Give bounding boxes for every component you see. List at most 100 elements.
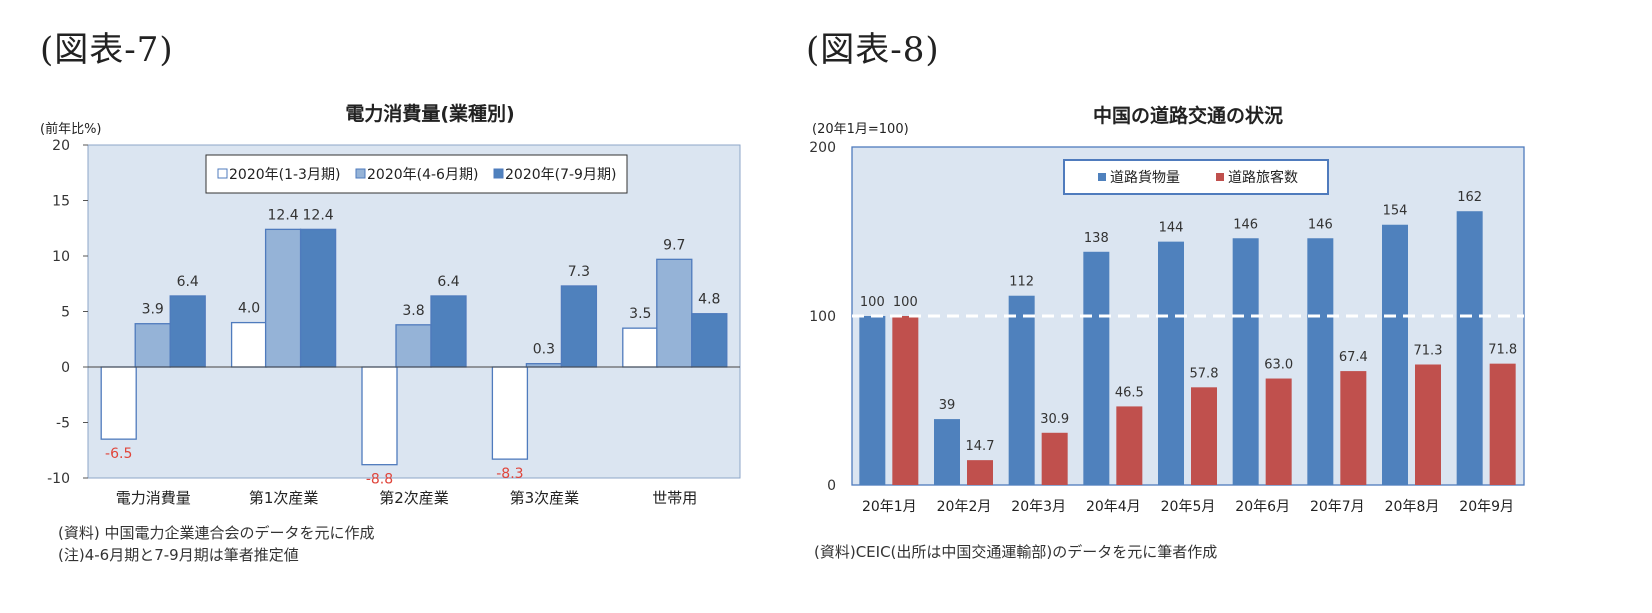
chart1-data-label: 4.0 [238,301,260,317]
chart2-bar [1008,295,1035,485]
chart1-legend [205,154,628,194]
chart2-bar [934,419,960,485]
chart1-x-tick-label: 第1次産業 [249,489,319,507]
chart1-data-label: 7.3 [568,264,590,280]
chart2-unit-label: (20年1月=100) [812,122,909,137]
chart1-data-label: -6.5 [105,446,132,462]
chart2-x-tick-label: 20年7月 [1310,499,1365,515]
chart1-y-tick-label: 15 [52,194,70,210]
chart2-bar [892,316,919,485]
chart1-legend-swatch [217,168,228,179]
chart2-bar [1456,211,1483,485]
chart1-data-label: 12.4 [303,207,334,223]
chart2-title: 中国の道路交通の状況 [1093,104,1283,127]
chart1-data-label: -8.3 [496,466,523,482]
chart2-x-tick-label: 20年1月 [862,499,917,515]
chart1-bar [395,324,432,368]
chart1-bar [560,285,598,368]
chart2-legend-label: 道路旅客数 [1228,169,1298,186]
chart2-bar [1232,238,1259,485]
chart2-data-label: 144 [1159,221,1184,236]
chart1-legend-swatch [493,168,504,179]
chart2-y-tick-label: 200 [809,140,836,156]
chart1-legend-swatch [355,168,366,179]
chart1-x-tick-label: 第3次産業 [510,489,580,507]
chart1-legend-label: 2020年(4-6月期) [367,167,478,183]
chart2-x-tick-label: 20年9月 [1459,499,1514,515]
chart2-data-label: 146 [1308,217,1333,232]
chart2-data-label: 46.5 [1115,385,1144,400]
chart2-bar [859,316,886,485]
chart2-bar [1265,378,1292,485]
chart1-bar [622,327,659,368]
chart2-bar [1191,387,1217,485]
chart2-legend-swatch [1098,173,1106,181]
chart2-data-label: 162 [1457,190,1482,205]
chart1-y-tick-label: -10 [47,471,70,487]
chart2-legend-label: 道路貨物量 [1110,169,1180,186]
chart1-y-tick-label: 10 [52,249,70,265]
chart1-data-label: 3.9 [142,302,164,318]
chart1-note-line: (注)4-6月期と7-9月期は筆者推定値 [58,546,299,564]
chart1-bar [361,366,398,466]
chart1-x-tick-label: 電力消費量 [116,489,191,507]
chart2-data-label: 146 [1233,217,1258,232]
chart2-bar [1041,432,1068,485]
chart2-bar [967,460,993,485]
chart2-data-label: 71.8 [1488,343,1517,358]
chart2-legend [1063,159,1329,195]
chart2-bar [1415,364,1441,485]
chart2-data-label: 14.7 [966,439,995,454]
chart2-bar [1340,371,1367,485]
chart1-legend-label: 2020年(7-9月期) [505,167,616,183]
chart2-data-label: 57.8 [1190,366,1219,381]
chart1-data-label: -8.8 [366,472,393,488]
chart2-data-label: 112 [1009,275,1034,290]
chart1-data-label: 6.4 [437,274,459,290]
chart1-source: (資料) 中国電力企業連合会のデータを元に作成 (注)4-6月期と7-9月期は筆… [58,522,374,566]
chart1-title: 電力消費量(業種別) [345,102,514,125]
chart1-bar [656,258,693,368]
chart1-bar [299,228,337,368]
chart1-data-label: 9.7 [663,237,685,253]
chart2-bar [1307,238,1334,485]
chart1-unit-label: (前年比%) [40,121,102,137]
chart1-y-tick-label: 0 [61,360,70,376]
chart1-x-tick-label: 世帯用 [652,489,697,507]
chart2-bar [1382,224,1408,486]
chart2-bar [1158,241,1184,485]
chart2-data-label: 67.4 [1339,350,1368,365]
chart2-data-label: 154 [1383,204,1408,219]
chart2-data-label: 39 [939,398,956,413]
chart2-source: (資料)CEIC(出所は中国交通運輸部)のデータを元に筆者作成 [814,541,1217,563]
chart1-bar [100,366,137,440]
chart2-x-tick-label: 20年3月 [1011,499,1066,515]
chart1-data-label: 12.4 [268,207,299,223]
chart2-x-tick-label: 20年2月 [937,499,992,515]
chart1-x-tick-label: 第2次産業 [379,489,449,507]
chart2-legend-swatch [1216,173,1224,181]
chart1-data-label: 0.3 [533,342,555,358]
chart2-bar [1489,363,1516,485]
chart1-y-tick-label: 5 [61,305,70,321]
chart1-y-tick-label: -5 [56,416,70,432]
chart2-data-label: 63.0 [1264,358,1293,373]
chart1-bar [430,295,467,368]
chart1-data-label: 3.8 [402,303,424,319]
chart2-x-tick-label: 20年4月 [1086,499,1141,515]
chart2-x-tick-label: 20年6月 [1235,499,1290,515]
chart1-bar [230,321,268,368]
chart1-bar [264,228,302,368]
chart2-data-label: 138 [1084,231,1109,246]
chart1-y-tick-label: 20 [52,138,70,154]
chart1-bar [134,323,171,368]
chart1-bar [491,366,529,460]
chart2-x-tick-label: 20年5月 [1161,499,1216,515]
chart2-data-label: 30.9 [1040,412,1069,427]
chart1-bar [169,295,206,368]
figure-8-heading: (図表-8) [806,30,940,70]
chart2-y-tick-label: 100 [809,309,836,325]
chart1-source-line: (資料) 中国電力企業連合会のデータを元に作成 [58,524,375,542]
chart2-data-label: 71.3 [1414,344,1443,359]
